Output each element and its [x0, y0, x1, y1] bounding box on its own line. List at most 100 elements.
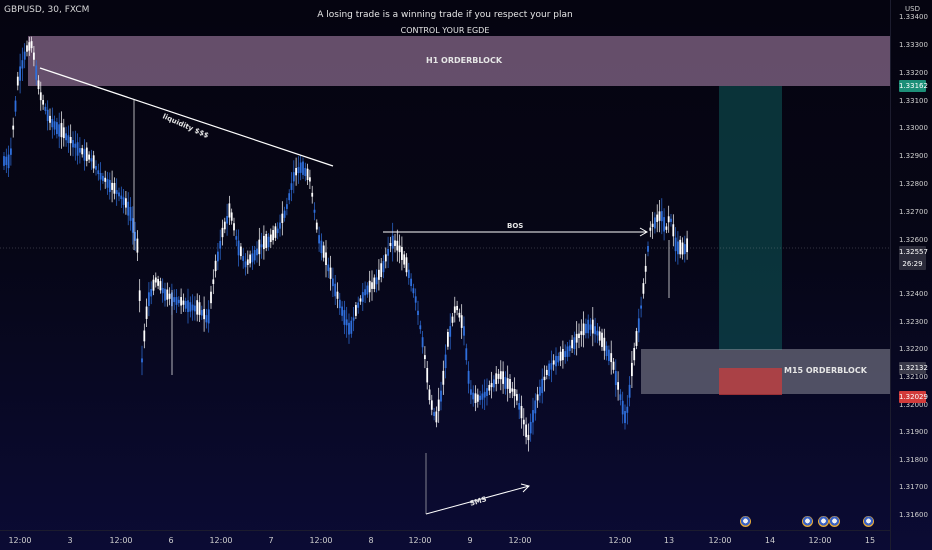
candle-body [184, 300, 187, 309]
bar-countdown: 26:29 [902, 260, 923, 268]
candle-body [10, 148, 12, 155]
economic-event-icon[interactable] [829, 516, 840, 527]
candle-body [649, 227, 652, 231]
candle-body [210, 291, 212, 304]
candle-body [164, 288, 166, 301]
candle-body [297, 167, 300, 174]
m15-price-tag[interactable]: 1.32132 [899, 362, 928, 374]
candle-body [373, 277, 376, 290]
candle-body [120, 195, 123, 199]
candle-body [382, 261, 385, 273]
candle-body [426, 367, 429, 383]
candle-body [143, 330, 146, 342]
candle-body [161, 287, 164, 294]
candle-body [612, 361, 615, 370]
currency-label[interactable]: USD [905, 5, 920, 13]
price-tick: 1.31800 [899, 456, 928, 464]
candle-body [83, 149, 86, 161]
candle-body [677, 241, 679, 255]
target-price-tag[interactable]: 1.33162 [899, 80, 928, 92]
candle-body [16, 76, 19, 86]
price-tick: 1.32300 [899, 318, 928, 326]
candle-body [380, 263, 383, 277]
m15-orderblock-label: M15 ORDERBLOCK [784, 366, 867, 375]
candle-body [111, 182, 113, 190]
candle-body [660, 211, 663, 222]
candle-body [476, 394, 479, 402]
candle-body [228, 203, 231, 218]
candle-body [506, 378, 509, 389]
candle-body [601, 332, 603, 347]
candle-body [134, 231, 136, 241]
candle-body [504, 377, 507, 389]
candle-body [154, 277, 157, 283]
candle-body [509, 379, 511, 394]
candle-body [69, 136, 72, 144]
candle-body [352, 317, 355, 321]
candle-body [23, 51, 26, 60]
candle-body [49, 115, 51, 123]
candle-body [610, 353, 613, 363]
candle-body [99, 172, 102, 180]
time-axis[interactable]: 12:00 3 12:00 6 12:00 7 12:00 8 12:00 9 … [0, 530, 890, 550]
candle-body [237, 240, 240, 256]
candle-body [644, 265, 647, 272]
candle-body [493, 379, 495, 388]
economic-event-icon[interactable] [863, 516, 874, 527]
candle-body [463, 326, 465, 336]
candle-body [419, 325, 422, 330]
candle-body [85, 147, 88, 162]
candle-body [345, 319, 348, 326]
candle-body [12, 125, 15, 130]
candle-body [269, 234, 272, 242]
candle-body [136, 238, 139, 253]
candle-body [417, 310, 419, 316]
candle-body [368, 280, 371, 293]
candle-body [591, 319, 594, 334]
stop-price-tag[interactable]: 1.32029 [899, 391, 928, 403]
candle-body [467, 370, 470, 384]
candle-body [453, 306, 456, 313]
price-plot[interactable] [0, 0, 890, 530]
candle-body [42, 99, 44, 105]
candle-body [286, 204, 288, 209]
candle-body [56, 122, 58, 135]
candle-body [150, 289, 153, 297]
candle-body [329, 267, 332, 279]
candle-body [7, 154, 10, 169]
economic-event-icon[interactable] [802, 516, 813, 527]
candle-body [624, 411, 626, 424]
candle-body [309, 177, 311, 182]
candle-body [378, 269, 380, 280]
candle-body [361, 292, 364, 302]
candle-body [628, 384, 631, 398]
economic-event-icon[interactable] [818, 516, 829, 527]
candle-body [637, 318, 640, 333]
price-axis[interactable]: USD 1.33400 1.33300 1.33200 1.33100 1.33… [890, 0, 932, 550]
time-tick: 13 [663, 536, 675, 545]
candle-body [200, 310, 203, 316]
candle-body [357, 302, 360, 308]
symbol-label[interactable]: GBPUSD, 30, FXCM [4, 5, 90, 15]
candle-body [474, 393, 477, 404]
time-tick: 3 [67, 536, 73, 545]
candle-body [332, 278, 334, 287]
candle-body [608, 349, 610, 361]
candle-body [233, 223, 235, 231]
last-price-tag[interactable]: 1.32557 26:29 [899, 246, 928, 270]
candle-body [44, 106, 47, 111]
candle-body [442, 370, 445, 385]
candle-body [5, 156, 8, 165]
candle-body [355, 305, 357, 316]
candle-body [129, 206, 132, 221]
economic-event-icon[interactable] [740, 516, 751, 527]
candle-body [647, 246, 649, 252]
target-zone [719, 86, 782, 350]
price-tick: 1.32700 [899, 208, 928, 216]
candle-body [672, 224, 675, 237]
candle-body [203, 309, 205, 320]
candle-body [470, 389, 472, 395]
candle-body [414, 296, 417, 303]
candle-body [568, 345, 571, 352]
